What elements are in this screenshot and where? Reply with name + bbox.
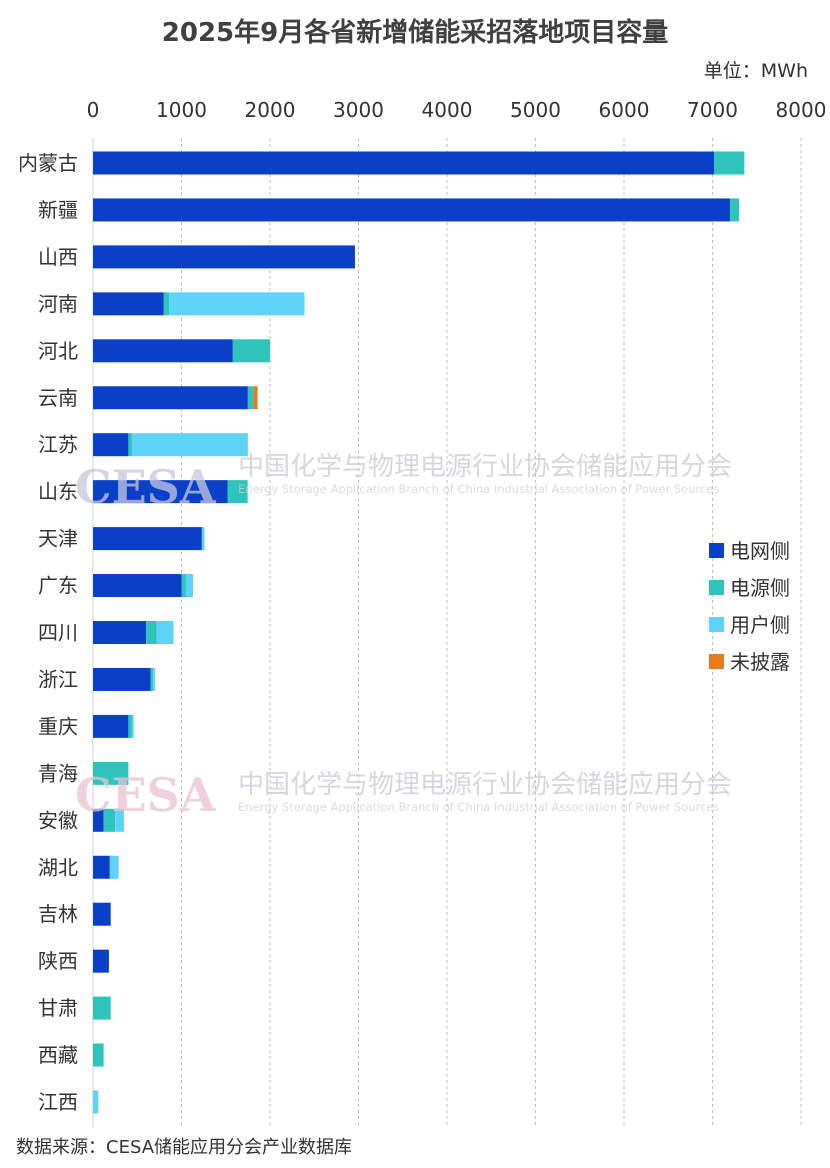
y-category-label: 江西 <box>38 1090 78 1114</box>
watermark-2: CESA 中国化学与物理电源行业协会储能应用分会 Energy Storage … <box>75 768 732 822</box>
y-category-label: 湖北 <box>38 855 78 879</box>
bar-segment <box>93 902 111 926</box>
y-category-label: 吉林 <box>38 902 78 926</box>
bar-segment <box>128 714 132 738</box>
watermark-logo: CESA <box>75 460 217 514</box>
legend-swatch <box>709 654 724 669</box>
watermark-name-en: Energy Storage Application Branch of Chi… <box>238 482 719 496</box>
bar-segment <box>232 339 270 363</box>
y-category-label: 安徽 <box>38 808 78 832</box>
y-category-label: 广东 <box>38 574 78 598</box>
y-category-label: 陕西 <box>38 949 78 973</box>
y-category-label: 河南 <box>38 292 78 316</box>
bar-segment <box>714 151 745 175</box>
y-category-label: 浙江 <box>38 667 78 691</box>
x-tick-label: 8000 <box>776 98 827 122</box>
bar-segment <box>131 433 248 457</box>
bar-segment <box>201 527 205 551</box>
bar-segment <box>93 714 129 738</box>
bar-segment <box>93 667 151 691</box>
bar-segment <box>93 386 248 410</box>
legend-swatch <box>709 580 724 595</box>
y-axis-categories: 内蒙古新疆山西河南河北云南江苏山东天津广东四川浙江重庆青海安徽湖北吉林陕西甘肃西… <box>18 151 78 1114</box>
y-category-label: 重庆 <box>38 714 78 738</box>
bar-segment <box>93 292 164 316</box>
y-category-label: 青海 <box>38 761 78 785</box>
bar-segment <box>146 621 157 644</box>
x-tick-label: 4000 <box>422 98 473 122</box>
bar-segment <box>103 808 116 832</box>
bar-segment <box>169 292 305 316</box>
y-category-label: 天津 <box>38 527 78 551</box>
bar-segment <box>93 527 202 551</box>
bar-segment <box>128 433 132 457</box>
y-category-label: 四川 <box>38 621 78 645</box>
watermark-logo: CESA <box>75 768 217 822</box>
y-category-label: 河北 <box>38 339 78 363</box>
y-category-label: 内蒙古 <box>18 151 78 175</box>
legend-label: 电源侧 <box>730 576 790 600</box>
x-tick-label: 6000 <box>599 98 650 122</box>
y-category-label: 山东 <box>38 480 78 504</box>
bar-segment <box>109 855 119 879</box>
bar-segment <box>150 667 154 691</box>
bar-segment <box>93 1043 104 1067</box>
chart-title: 2025年9月各省新增储能采招落地项目容量 <box>162 17 668 48</box>
bar-segment <box>156 621 174 644</box>
bar-segment <box>730 198 740 222</box>
legend-label: 用户侧 <box>730 613 790 637</box>
x-tick-label: 0 <box>87 98 100 122</box>
bar-segment <box>185 574 194 598</box>
bars <box>93 151 745 1114</box>
watermark-1: CESA 中国化学与物理电源行业协会储能应用分会 Energy Storage … <box>75 452 732 514</box>
y-category-label: 云南 <box>38 386 78 410</box>
x-axis-ticks: 0 1000 2000 3000 4000 5000 6000 7000 8000 <box>87 98 827 122</box>
bar-segment <box>93 761 129 785</box>
watermark-name-en: Energy Storage Application Branch of Chi… <box>238 800 719 814</box>
unit-label: 单位：MWh <box>704 60 808 82</box>
bar-segment <box>163 292 170 316</box>
y-category-label: 新疆 <box>38 198 78 222</box>
y-category-label: 山西 <box>38 245 78 269</box>
x-tick-label: 2000 <box>245 98 296 122</box>
legend-swatch <box>709 617 724 632</box>
bar-segment <box>93 574 182 598</box>
bar-segment <box>93 339 233 363</box>
bar-segment <box>253 386 258 410</box>
bar-segment <box>115 808 124 832</box>
legend-label: 电网侧 <box>730 539 790 563</box>
grid-lines <box>92 138 802 1128</box>
bar-segment <box>93 855 110 879</box>
source-note: 数据来源：CESA储能应用分会产业数据库 <box>16 1137 352 1158</box>
bar-segment <box>93 480 228 504</box>
legend-label: 未披露 <box>730 650 790 674</box>
x-tick-label: 7000 <box>687 98 738 122</box>
y-category-label: 江苏 <box>38 433 78 457</box>
bar-segment <box>246 480 248 504</box>
bar-segment <box>93 808 104 832</box>
bar-segment <box>93 996 111 1020</box>
x-tick-label: 5000 <box>510 98 561 122</box>
bar-segment <box>247 386 254 410</box>
bar-segment <box>93 949 109 973</box>
bar-segment <box>93 198 731 222</box>
y-category-label: 甘肃 <box>38 996 78 1020</box>
bar-segment <box>93 621 147 644</box>
bar-segment <box>93 245 355 269</box>
bar-segment <box>227 480 247 504</box>
bar-segment <box>93 151 715 175</box>
bar-segment <box>131 714 134 738</box>
watermark-name-cn: 中国化学与物理电源行业协会储能应用分会 <box>238 452 732 482</box>
legend-swatch <box>709 543 724 558</box>
x-tick-label: 1000 <box>156 98 207 122</box>
watermark-name-cn: 中国化学与物理电源行业协会储能应用分会 <box>238 770 732 800</box>
bar-segment <box>181 574 186 598</box>
bar-segment <box>93 1090 99 1114</box>
bar-segment <box>93 433 129 457</box>
y-category-label: 西藏 <box>38 1043 78 1067</box>
x-tick-label: 3000 <box>333 98 384 122</box>
bar-segment <box>153 667 155 691</box>
